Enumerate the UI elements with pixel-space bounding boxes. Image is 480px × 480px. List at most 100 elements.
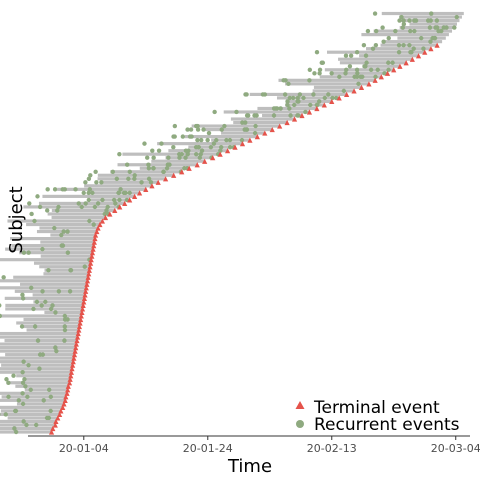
recurrent-event-point xyxy=(25,394,30,400)
terminal-event-point xyxy=(194,162,200,168)
recurrent-event-point xyxy=(375,67,380,72)
subject-bar xyxy=(6,381,70,385)
recurrent-event-point xyxy=(127,190,132,196)
recurrent-event-point xyxy=(87,218,92,224)
recurrent-event-point xyxy=(21,359,26,364)
x-tick-label: 20-03-04 xyxy=(431,442,480,455)
recurrent-event-point xyxy=(370,46,376,51)
subject-bar xyxy=(23,317,81,322)
terminal-event-point xyxy=(403,60,409,66)
recurrent-event-point xyxy=(400,25,406,30)
recurrent-event-point xyxy=(6,380,11,385)
recurrent-event-point xyxy=(83,180,88,185)
recurrent-event-point xyxy=(61,229,66,234)
terminal-event-point xyxy=(384,70,391,76)
subject-bar xyxy=(57,187,146,191)
terminal-event-point xyxy=(81,299,87,305)
subject-bar xyxy=(385,40,443,44)
recurrent-event-point xyxy=(13,408,19,414)
recurrent-event-point xyxy=(343,53,349,58)
terminal-event-point xyxy=(68,369,74,375)
recurrent-event-point xyxy=(287,95,292,101)
terminal-event-point xyxy=(94,228,100,235)
x-tick-label: 20-02-13 xyxy=(307,442,357,455)
terminal-event-point xyxy=(76,323,83,330)
terminal-event-point xyxy=(50,425,56,432)
recurrent-event-point xyxy=(368,67,374,72)
recurrent-event-point xyxy=(151,166,156,171)
recurrent-event-point xyxy=(53,345,58,350)
terminal-event-point xyxy=(378,74,384,80)
recurrent-event-point xyxy=(88,173,93,178)
recurrent-event-point xyxy=(26,362,31,368)
recurrent-event-point xyxy=(386,35,391,41)
subject-bar xyxy=(366,47,431,51)
recurrent-event-point xyxy=(47,387,52,392)
subject-bar xyxy=(324,68,394,72)
subject-bar xyxy=(44,310,82,315)
recurrent-event-point xyxy=(185,127,190,132)
terminal-event-point xyxy=(82,292,88,298)
subject-bar xyxy=(0,342,77,346)
recurrent-event-point xyxy=(40,289,45,294)
recurrent-event-point xyxy=(24,422,29,428)
recurrent-event-point xyxy=(52,225,57,231)
recurrent-event-point xyxy=(104,208,109,213)
terminal-event-point xyxy=(99,218,105,224)
terminal-event-point xyxy=(70,362,76,368)
recurrent-event-point xyxy=(297,92,303,97)
recurrent-events-layer xyxy=(0,11,459,435)
recurrent-event-point xyxy=(197,155,203,160)
subject-bar xyxy=(157,142,243,146)
recurrent-event-point xyxy=(244,127,249,132)
recurrent-event-point xyxy=(254,113,259,118)
recurrent-event-point xyxy=(20,292,25,298)
recurrent-event-point xyxy=(146,166,152,171)
subject-bar xyxy=(7,416,58,420)
subject-bar xyxy=(0,286,87,290)
recurrent-event-point xyxy=(454,14,459,20)
subject-bar xyxy=(15,384,69,388)
terminal-event-point xyxy=(55,415,61,421)
recurrent-event-point xyxy=(117,151,122,157)
terminal-events-layer xyxy=(48,42,440,435)
recurrent-event-point xyxy=(363,53,369,58)
recurrent-event-point xyxy=(295,113,300,118)
recurrent-event-point xyxy=(419,35,424,41)
terminal-event-point xyxy=(132,193,138,199)
recurrent-event-point xyxy=(56,289,62,294)
terminal-event-point xyxy=(78,316,84,323)
recurrent-event-point xyxy=(195,137,200,143)
recurrent-event-point xyxy=(386,60,391,65)
x-tick-label: 20-01-04 xyxy=(59,442,109,455)
terminal-event-point xyxy=(186,165,192,171)
terminal-event-point xyxy=(397,63,403,69)
terminal-event-point xyxy=(428,46,434,52)
terminal-event-point xyxy=(78,313,84,319)
recurrent-event-point xyxy=(95,201,101,206)
recurrent-event-point xyxy=(116,190,122,196)
recurrent-event-point xyxy=(159,141,164,146)
recurrent-event-point xyxy=(307,67,313,72)
recurrent-event-point xyxy=(396,42,402,48)
subject-bar xyxy=(5,303,84,307)
subject-bar xyxy=(16,321,81,325)
terminal-event-point xyxy=(92,232,99,238)
terminal-event-point xyxy=(69,366,75,372)
recurrent-event-point xyxy=(397,18,402,23)
subject-bar xyxy=(399,26,455,30)
recurrent-event-point xyxy=(126,176,131,181)
recurrent-event-point xyxy=(396,50,402,55)
terminal-event-point xyxy=(83,288,89,294)
recurrent-event-point xyxy=(317,71,322,76)
recurrent-event-point xyxy=(399,14,404,20)
recurrent-event-point xyxy=(82,264,87,269)
terminal-event-point xyxy=(89,250,96,256)
subject-bar xyxy=(285,82,369,86)
terminal-event-point xyxy=(136,190,143,196)
recurrent-event-point xyxy=(421,46,426,51)
subject-bar xyxy=(165,156,213,160)
recurrent-event-point xyxy=(34,422,39,428)
terminal-event-point xyxy=(415,53,422,59)
subject-bar xyxy=(117,163,198,167)
